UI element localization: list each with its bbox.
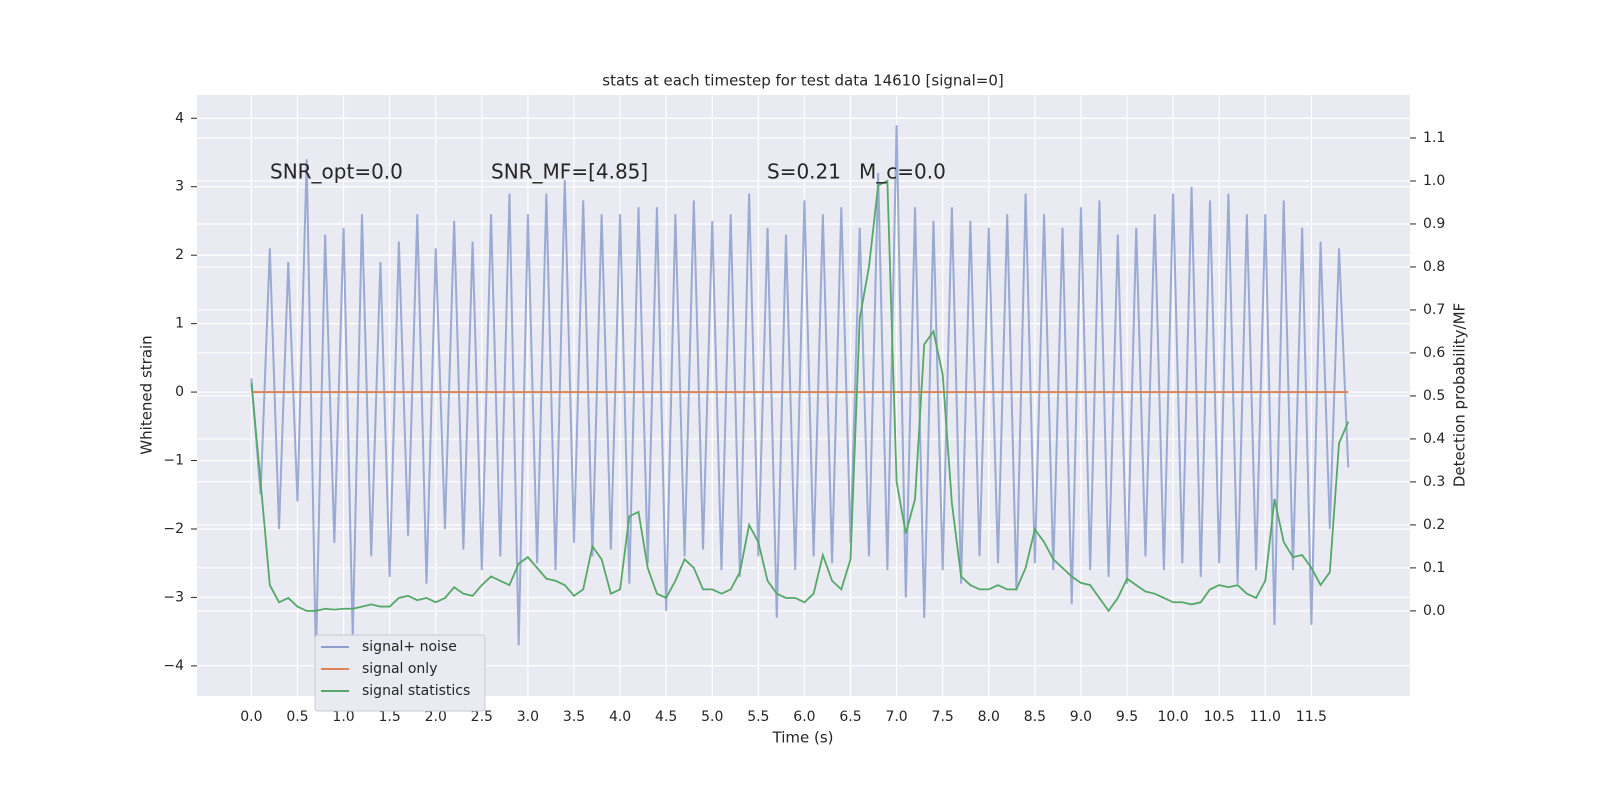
y2-axis-label: Detection probability/MF — [1451, 303, 1469, 487]
y-tick-label: −3 — [163, 589, 184, 605]
x-tick-label: 6.0 — [793, 709, 815, 725]
x-tick-label: 8.5 — [1024, 709, 1046, 725]
x-tick-label: 3.0 — [517, 709, 539, 725]
series-line — [250, 179, 1350, 613]
y2-tick-label: 0.0 — [1423, 603, 1445, 619]
y-tick-label: 0 — [175, 384, 184, 400]
legend-label: signal only — [362, 661, 437, 677]
annotation: S=0.21 — [767, 160, 841, 184]
x-tick-label: 3.5 — [563, 709, 585, 725]
x-tick-label: 2.5 — [471, 709, 493, 725]
y2-tick-label: 0.9 — [1423, 216, 1445, 232]
x-tick-label: 10.0 — [1158, 709, 1189, 725]
x-tick-label: 5.0 — [701, 709, 723, 725]
annotation: SNR_opt=0.0 — [270, 160, 403, 184]
y-axis-label: Whitened strain — [138, 335, 156, 454]
y2-tick-label: 1.1 — [1423, 130, 1445, 146]
x-tick-label: 7.5 — [932, 709, 954, 725]
lines — [250, 125, 1350, 660]
y2-tick-label: 0.2 — [1423, 517, 1445, 533]
x-tick-label: 5.5 — [747, 709, 769, 725]
y-tick-label: 3 — [175, 179, 184, 195]
x-tick-label: 4.5 — [655, 709, 677, 725]
legend-box — [314, 634, 486, 712]
x-tick-label: 11.0 — [1250, 709, 1281, 725]
x-tick-label: 8.0 — [978, 709, 1000, 725]
series-line — [250, 125, 1350, 660]
y-tick-label: −4 — [163, 658, 184, 674]
x-tick-label: 6.5 — [839, 709, 861, 725]
x-tick-label: 7.0 — [885, 709, 907, 725]
y2-tick-label: 0.4 — [1423, 431, 1445, 447]
y-tick-label: 1 — [175, 316, 184, 332]
y2-tick-label: 0.5 — [1423, 388, 1445, 404]
annotation: M_c=0.0 — [859, 160, 946, 184]
x-tick-label: 0.5 — [286, 709, 308, 725]
legend-label: signal+ noise — [362, 639, 457, 655]
chart-title: stats at each timestep for test data 146… — [602, 72, 1003, 90]
y-tick-label: 4 — [175, 110, 184, 126]
y2-tick-label: 0.7 — [1423, 302, 1445, 318]
x-tick-label: 2.0 — [425, 709, 447, 725]
x-tick-label: 10.5 — [1204, 709, 1235, 725]
x-tick-label: 1.5 — [379, 709, 401, 725]
x-tick-label: 11.5 — [1296, 709, 1327, 725]
x-tick-label: 1.0 — [332, 709, 354, 725]
x-axis-label: Time (s) — [772, 729, 834, 747]
x-tick-label: 9.0 — [1070, 709, 1092, 725]
y2-tick-label: 0.3 — [1423, 474, 1445, 490]
y2-tick-label: 0.8 — [1423, 259, 1445, 275]
legend-label: signal statistics — [362, 683, 470, 699]
y2-tick-label: 0.6 — [1423, 345, 1445, 361]
y-tick-label: −1 — [163, 453, 184, 469]
y2-tick-label: 0.1 — [1423, 560, 1445, 576]
annotation: SNR_MF=[4.85] — [491, 160, 648, 184]
y2-tick-label: 1.0 — [1423, 173, 1445, 189]
y-tick-label: −2 — [163, 521, 184, 537]
x-tick-label: 4.0 — [609, 709, 631, 725]
x-tick-label: 0.0 — [240, 709, 262, 725]
x-tick-label: 9.5 — [1116, 709, 1138, 725]
y-tick-label: 2 — [175, 247, 184, 263]
